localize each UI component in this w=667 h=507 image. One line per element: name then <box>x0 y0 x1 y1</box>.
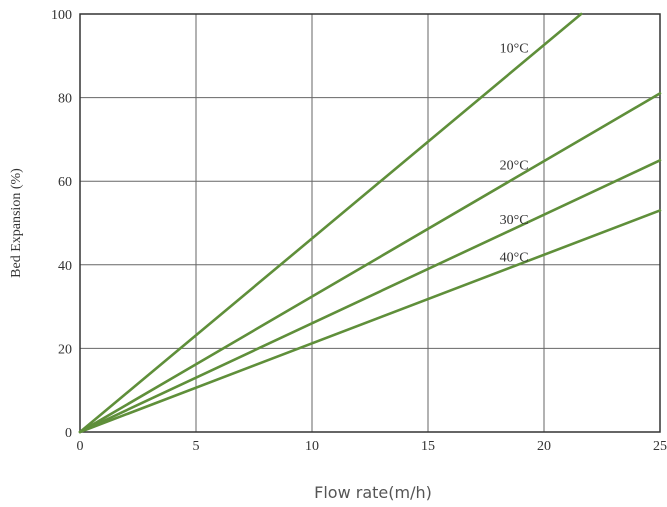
series-label: 10°C <box>500 41 529 56</box>
plot-frame <box>79 13 661 433</box>
series-line <box>78 12 583 434</box>
y-tick-label: 40 <box>58 259 72 274</box>
series-label: 40°C <box>500 250 529 265</box>
x-tick-label: 10 <box>305 439 319 454</box>
series-line <box>78 92 662 434</box>
series-line <box>78 209 662 434</box>
y-tick-labels: 0 20 40 60 80 100 <box>51 8 72 441</box>
x-tick-label: 5 <box>193 439 200 454</box>
series-lines <box>78 12 662 434</box>
y-axis-label: Bed Expansion (%) <box>9 168 24 278</box>
series-label: 30°C <box>500 213 529 228</box>
x-axis-label: Flow rate(m/h) <box>314 483 432 502</box>
x-tick-label: 25 <box>653 439 667 454</box>
y-tick-label: 0 <box>65 426 72 441</box>
x-tick-labels: 0 5 10 15 20 25 <box>77 439 667 454</box>
y-tick-label: 60 <box>58 175 72 190</box>
series-label: 20°C <box>500 158 529 173</box>
series-line <box>78 159 662 434</box>
x-tick-label: 0 <box>77 439 84 454</box>
chart-grid <box>79 13 661 433</box>
series-labels: 10°C 20°C 30°C 40°C <box>500 41 529 265</box>
y-tick-label: 80 <box>58 92 72 107</box>
y-tick-label: 100 <box>51 8 72 23</box>
x-tick-label: 15 <box>421 439 435 454</box>
y-tick-label: 20 <box>58 342 72 357</box>
x-tick-label: 20 <box>537 439 551 454</box>
